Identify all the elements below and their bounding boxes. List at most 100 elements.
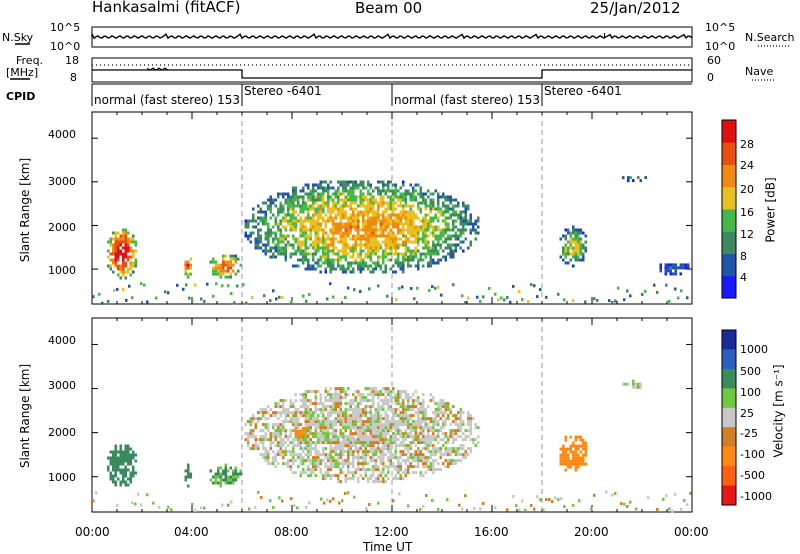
power-cell xyxy=(417,216,420,220)
power-cell xyxy=(359,189,362,193)
power-cell xyxy=(464,216,467,220)
power-cell xyxy=(374,234,377,238)
power-cb-tick-4: 4 xyxy=(740,271,747,284)
power-cell xyxy=(334,237,337,241)
velocity-cell-noise xyxy=(191,502,194,506)
power-cell-noise xyxy=(500,296,503,300)
power-cell xyxy=(472,225,475,229)
velocity-cell xyxy=(112,480,115,484)
velocity-cell xyxy=(284,435,287,439)
velocity-cell xyxy=(324,408,327,412)
velocity-cell-noise xyxy=(518,508,521,512)
velocity-cell xyxy=(344,426,347,430)
power-cell xyxy=(419,252,422,256)
velocity-cell xyxy=(434,447,437,451)
velocity-cell xyxy=(339,423,342,427)
power-cell xyxy=(349,198,352,202)
power-cell xyxy=(127,246,130,250)
power-cell xyxy=(579,243,582,247)
velocity-cell xyxy=(342,450,345,454)
power-cell xyxy=(437,204,440,208)
power-cell xyxy=(412,210,415,214)
velocity-cell xyxy=(369,456,372,460)
power-cell xyxy=(132,252,135,256)
velocity-cell xyxy=(252,444,255,448)
power-cell xyxy=(119,264,122,268)
power-cell xyxy=(317,195,320,199)
power-cell xyxy=(364,243,367,247)
velocity-cell xyxy=(264,435,267,439)
power-cell-noise xyxy=(536,295,539,299)
velocity-cell xyxy=(227,481,230,485)
velocity-cell xyxy=(432,423,435,427)
velocity-cell xyxy=(352,450,355,454)
velocity-cell xyxy=(304,459,307,463)
power-cell xyxy=(222,257,225,261)
power-cell xyxy=(409,198,412,202)
velocity-cell xyxy=(412,456,415,460)
power-cell xyxy=(574,255,577,259)
velocity-cell-noise xyxy=(506,508,509,512)
velocity-cell xyxy=(369,408,372,412)
velocity-cell xyxy=(374,465,377,469)
power-cell xyxy=(299,240,302,244)
velocity-cell xyxy=(394,399,397,403)
velocity-cell xyxy=(452,459,455,463)
power-cell xyxy=(382,261,385,265)
power-cell xyxy=(447,210,450,214)
velocity-cell xyxy=(434,417,437,421)
velocity-cell xyxy=(574,438,577,442)
velocity-cell xyxy=(439,408,442,412)
power-cell xyxy=(379,189,382,193)
power-cell xyxy=(352,219,355,223)
velocity-cell xyxy=(404,474,407,478)
power-cell xyxy=(279,192,282,196)
velocity-cell xyxy=(424,447,427,451)
velocity-cell xyxy=(247,444,250,448)
velocity-cell xyxy=(414,423,417,427)
velocity-cell xyxy=(382,408,385,412)
velocity-cell xyxy=(417,459,420,463)
velocity-cell xyxy=(382,426,385,430)
power-cell xyxy=(314,183,317,187)
velocity-cell xyxy=(357,393,360,397)
power-cell xyxy=(672,272,675,276)
velocity-cell xyxy=(384,447,387,451)
power-cell xyxy=(232,254,235,258)
power-cell xyxy=(422,195,425,199)
velocity-cell xyxy=(562,453,565,457)
velocity-cell xyxy=(127,483,130,487)
power-cell xyxy=(319,225,322,229)
power-cell xyxy=(289,225,292,229)
velocity-cell xyxy=(434,414,437,418)
velocity-cell xyxy=(347,420,350,424)
velocity-cell xyxy=(324,426,327,430)
power-cell xyxy=(342,240,345,244)
power-cell-noise xyxy=(395,297,398,301)
power-cell xyxy=(287,192,290,196)
velocity-cell xyxy=(252,432,255,436)
velocity-cell xyxy=(309,450,312,454)
velocity-cell xyxy=(424,456,427,460)
velocity-cell xyxy=(464,438,467,442)
power-cell xyxy=(309,195,312,199)
power-cell xyxy=(347,219,350,223)
power-cell xyxy=(327,219,330,223)
power-cell xyxy=(369,249,372,253)
power-cell xyxy=(332,198,335,202)
power-cell xyxy=(124,276,127,280)
power-cell xyxy=(347,243,350,247)
velocity-cell xyxy=(312,465,315,469)
power-cell xyxy=(334,207,337,211)
power-cell xyxy=(267,231,270,235)
power-cell xyxy=(452,198,455,202)
power-cell xyxy=(414,228,417,232)
velocity-cell xyxy=(324,441,327,445)
velocity-cell xyxy=(427,426,430,430)
velocity-cell xyxy=(424,408,427,412)
velocity-cell xyxy=(402,402,405,406)
velocity-cell xyxy=(449,423,452,427)
power-cell xyxy=(342,243,345,247)
velocity-cell xyxy=(409,408,412,412)
power-cell xyxy=(334,267,337,271)
